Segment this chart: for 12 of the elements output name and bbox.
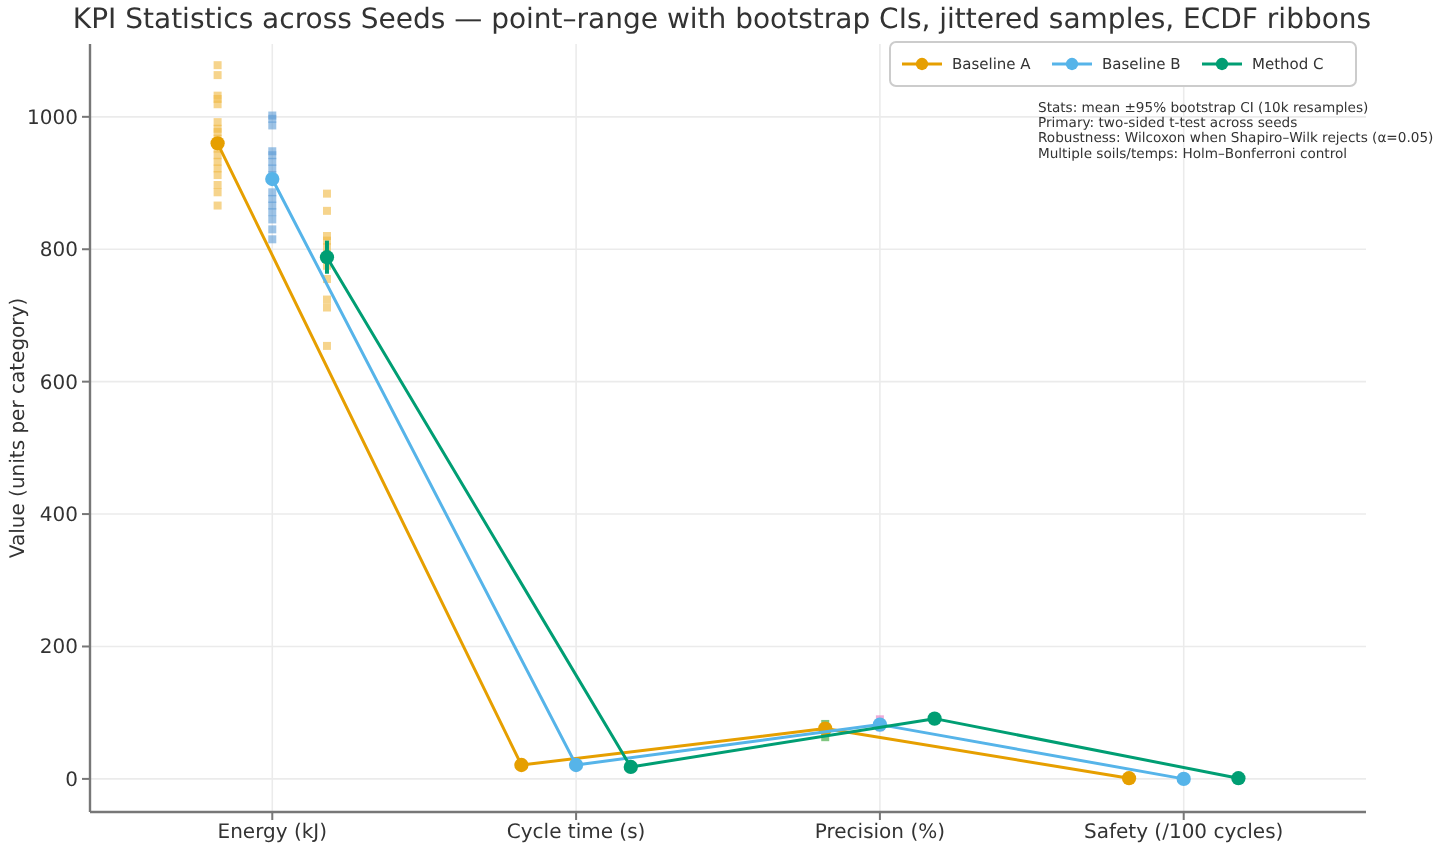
y-tick-label: 0 [65, 769, 78, 792]
y-tick-label: 400 [39, 505, 78, 528]
chart-title: KPI Statistics across Seeds — point–range with bootstrap CIs, jittered samples, ECDF ribbons [72, 4, 1372, 36]
x-tick-label: Safety (/100 cycles) [1084, 822, 1284, 844]
y-tick-label: 200 [39, 637, 78, 660]
x-tick-label: Cycle time (s) [506, 822, 646, 844]
x-tick-label: Precision (%) [814, 822, 946, 844]
y-tick-label: 600 [39, 372, 78, 395]
y-tick-label: 1000 [27, 107, 78, 130]
x-tick-label: Energy (kJ) [217, 822, 328, 844]
y-axis-title: Value (units per category) [8, 297, 30, 559]
y-tick-label: 800 [39, 240, 78, 263]
